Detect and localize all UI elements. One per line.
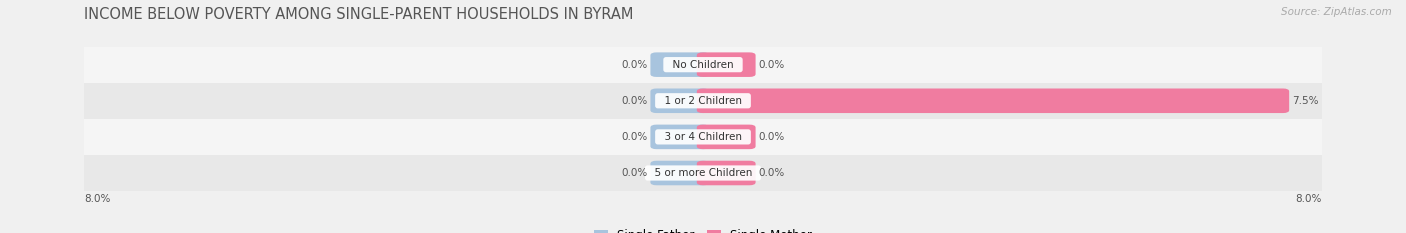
Text: 0.0%: 0.0% [621,132,647,142]
Bar [84,155,1322,191]
Text: 0.0%: 0.0% [759,132,785,142]
Text: 8.0%: 8.0% [84,194,111,204]
Text: 0.0%: 0.0% [759,60,785,70]
FancyBboxPatch shape [651,52,709,77]
Text: 1 or 2 Children: 1 or 2 Children [658,96,748,106]
Text: 0.0%: 0.0% [759,168,785,178]
Bar [84,119,1322,155]
FancyBboxPatch shape [697,125,755,149]
Text: 0.0%: 0.0% [621,60,647,70]
Text: 0.0%: 0.0% [621,168,647,178]
FancyBboxPatch shape [697,161,755,185]
Text: 5 or more Children: 5 or more Children [648,168,758,178]
FancyBboxPatch shape [697,52,755,77]
Text: 3 or 4 Children: 3 or 4 Children [658,132,748,142]
Bar [84,47,1322,83]
Text: 8.0%: 8.0% [1295,194,1322,204]
Text: INCOME BELOW POVERTY AMONG SINGLE-PARENT HOUSEHOLDS IN BYRAM: INCOME BELOW POVERTY AMONG SINGLE-PARENT… [84,7,634,22]
FancyBboxPatch shape [651,89,709,113]
Text: 0.0%: 0.0% [621,96,647,106]
FancyBboxPatch shape [651,161,709,185]
Legend: Single Father, Single Mother: Single Father, Single Mother [593,229,813,233]
FancyBboxPatch shape [651,125,709,149]
Bar [84,83,1322,119]
Text: Source: ZipAtlas.com: Source: ZipAtlas.com [1281,7,1392,17]
Text: 7.5%: 7.5% [1292,96,1319,106]
Text: No Children: No Children [666,60,740,70]
FancyBboxPatch shape [697,89,1289,113]
